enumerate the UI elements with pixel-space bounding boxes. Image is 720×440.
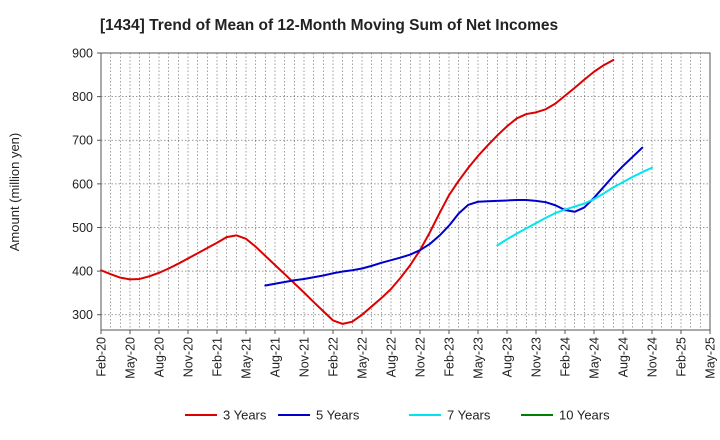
x-axis-ticks: Feb-20 May-20 Aug-20 Nov-20 Feb-21 May-21 Aug-… (95, 330, 718, 379)
x-tick-label: May-24 (588, 337, 602, 379)
x-tick-label: Aug-22 (385, 337, 399, 377)
x-tick-label: Feb-20 (95, 337, 109, 377)
x-tick-label: Feb-22 (327, 337, 341, 377)
x-tick-label: Aug-21 (269, 337, 283, 377)
x-tick-label: May-20 (124, 337, 138, 379)
y-axis-ticks: 300 400 500 600 700 800 900 (72, 47, 101, 322)
x-tick-label: Nov-20 (182, 337, 196, 377)
y-axis-label: Amount (million yen) (7, 133, 22, 252)
chart-title: [1434] Trend of Mean of 12-Month Moving … (100, 17, 558, 34)
legend-label: 3 Years (223, 408, 267, 423)
x-tick-label: Nov-24 (646, 337, 660, 377)
y-tick-label: 700 (72, 134, 93, 148)
x-tick-label: Nov-23 (530, 337, 544, 377)
y-tick-label: 400 (72, 265, 93, 279)
series-lines (100, 58, 653, 325)
legend-item: 5 Years (278, 408, 360, 423)
x-tick-label: Feb-24 (559, 337, 573, 377)
x-tick-label: May-23 (472, 337, 486, 379)
series-line-7-years (496, 166, 653, 247)
x-tick-label: Nov-22 (414, 337, 428, 377)
y-tick-label: 500 (72, 221, 93, 235)
series-line-3-years (100, 58, 615, 325)
series-line-5-years (264, 146, 644, 287)
legend-label: 10 Years (559, 408, 610, 423)
legend-item: 3 Years (185, 408, 267, 423)
grid (101, 53, 710, 330)
x-tick-label: Aug-24 (617, 337, 631, 377)
legend: 3 Years 5 Years 7 Years 10 Years (185, 408, 610, 423)
y-tick-label: 800 (72, 90, 93, 104)
legend-label: 5 Years (316, 408, 360, 423)
y-tick-label: 600 (72, 177, 93, 191)
legend-item: 7 Years (409, 408, 491, 423)
x-tick-label: Feb-25 (675, 337, 689, 377)
legend-label: 7 Years (447, 408, 491, 423)
legend-item: 10 Years (521, 408, 610, 423)
plot-area (101, 53, 710, 330)
x-tick-label: Feb-23 (443, 337, 457, 377)
x-tick-label: May-21 (240, 337, 254, 379)
x-tick-label: Feb-21 (211, 337, 225, 377)
y-tick-label: 900 (72, 47, 93, 61)
y-tick-label: 300 (72, 308, 93, 322)
x-tick-label: Nov-21 (298, 337, 312, 377)
x-tick-label: Aug-20 (153, 337, 167, 377)
x-tick-label: May-22 (356, 337, 370, 379)
x-tick-label: May-25 (704, 337, 718, 379)
plot-frame (100, 52, 711, 331)
x-tick-label: Aug-23 (501, 337, 515, 377)
